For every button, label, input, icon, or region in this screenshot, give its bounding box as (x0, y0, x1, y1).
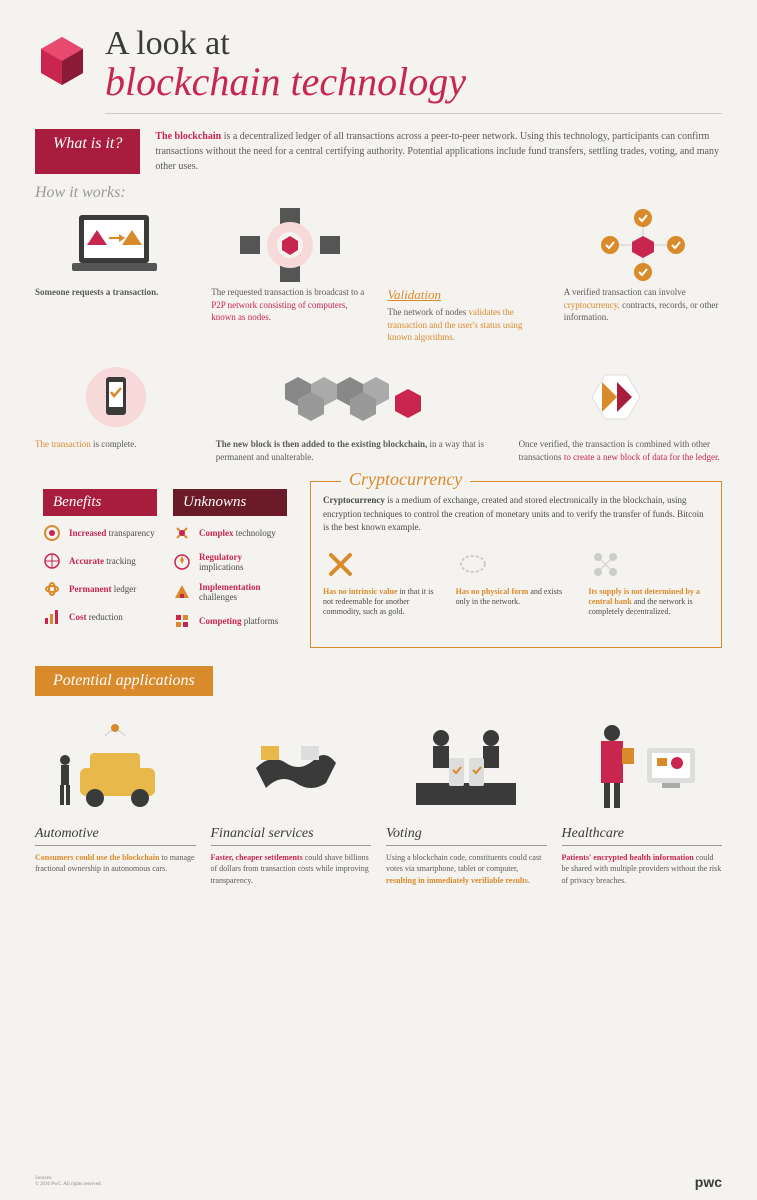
unknown-icon (173, 612, 191, 630)
header: A look at blockchain technology (35, 25, 722, 114)
benefits-title: Benefits (43, 489, 157, 516)
app-title: Healthcare (562, 826, 723, 846)
app-title: Automotive (35, 826, 196, 846)
benefit-item: Accurate tracking (43, 552, 157, 570)
app-illustration (386, 708, 547, 818)
unknown-item: Competing platforms (173, 612, 287, 630)
app-voting: Voting Using a blockchain code, constitue… (386, 708, 547, 886)
what-is-it-label: What is it? (35, 129, 140, 174)
phone-check-icon (35, 362, 198, 432)
unknowns-title: Unknowns (173, 489, 287, 516)
cryptocurrency-box: Cryptocurrency Cryptocurrency is a mediu… (310, 481, 722, 648)
app-description: Patients' encrypted health information c… (562, 852, 723, 886)
app-automotive: Automotive Consumers could use the blockc… (35, 708, 196, 886)
crypto-description: Cryptocurrency is a medium of exchange, … (323, 494, 709, 535)
how-it-works: How it works: Someone requests a transac… (35, 184, 722, 463)
app-description: Consumers could use the blockchain to ma… (35, 852, 196, 874)
flow-row-top: Someone requests a transaction. The requ… (35, 210, 722, 344)
intro-text: The blockchain is a decentralized ledger… (155, 129, 722, 174)
benefits-column: Benefits Increased transparency Accurate … (35, 481, 165, 648)
benefit-icon (43, 580, 61, 598)
crypto-prop-icon (456, 547, 491, 582)
crypto-property: Has no intrinsic value in that it is not… (323, 547, 444, 618)
cube-icon (35, 35, 90, 90)
step-complete: The transaction is complete. (35, 362, 198, 451)
apps-label: Potential applications (35, 666, 213, 696)
flow-row-bottom: The transaction is complete. The new blo… (35, 362, 722, 463)
pwc-logo: pwc (695, 1174, 722, 1190)
step-broadcast: The requested transaction is broadcast t… (211, 210, 369, 324)
app-description: Faster, cheaper settlements could shave … (211, 852, 372, 886)
footer: Sources:© 2016 PwC. All rights reserved.… (35, 1174, 722, 1190)
unknown-icon (173, 583, 191, 601)
app-title: Voting (386, 826, 547, 846)
benefit-icon (43, 608, 61, 626)
benefit-icon (43, 552, 61, 570)
crypto-title: Cryptocurrency (341, 469, 470, 490)
title-line2: blockchain technology (105, 58, 722, 114)
crypto-prop-icon (588, 547, 623, 582)
blockchain-cubes-icon (216, 362, 501, 432)
crypto-property: Its supply is not determined by a centra… (588, 547, 709, 618)
app-illustration (35, 708, 196, 818)
unknown-item: Regulatory implications (173, 552, 287, 572)
app-illustration (562, 708, 723, 818)
app-description: Using a blockchain code, constituents co… (386, 852, 547, 886)
benefit-item: Permanent ledger (43, 580, 157, 598)
unknowns-column: Unknowns Complex technology Regulatory im… (165, 481, 295, 648)
intro-section: What is it? The blockchain is a decentra… (35, 129, 722, 174)
app-title: Financial services (211, 826, 372, 846)
benefit-item: Cost reduction (43, 608, 157, 626)
unknown-item: Complex technology (173, 524, 287, 542)
how-works-title: How it works: (35, 184, 722, 202)
unknown-icon (173, 524, 191, 542)
benefits-unknowns-crypto: Benefits Increased transparency Accurate … (35, 481, 722, 648)
step-added: The new block is then added to the exist… (216, 362, 501, 463)
step-verified: A verified transaction can involve crypt… (564, 210, 722, 324)
validation-label: Validation (388, 286, 546, 304)
app-financial-services: Financial services Faster, cheaper settle… (211, 708, 372, 886)
data-block-icon (519, 362, 722, 432)
benefit-item: Increased transparency (43, 524, 157, 542)
step-request: Someone requests a transaction. (35, 210, 193, 299)
servers-icon (211, 210, 369, 280)
applications-section: Potential applications Automotive Consume… (35, 666, 722, 886)
app-healthcare: Healthcare Patients' encrypted health inf… (562, 708, 723, 886)
app-illustration (211, 708, 372, 818)
unknown-icon (173, 553, 191, 571)
benefit-icon (43, 524, 61, 542)
step-validation: Validation The network of nodes validate… (388, 210, 546, 344)
crypto-prop-icon (323, 547, 358, 582)
unknown-item: Implementation challenges (173, 582, 287, 602)
laptop-icon (35, 210, 193, 280)
verified-cube-icon (564, 210, 722, 280)
step-block: Once verified, the transaction is combin… (519, 362, 722, 463)
crypto-property: Has no physical form and exists only in … (456, 547, 577, 618)
